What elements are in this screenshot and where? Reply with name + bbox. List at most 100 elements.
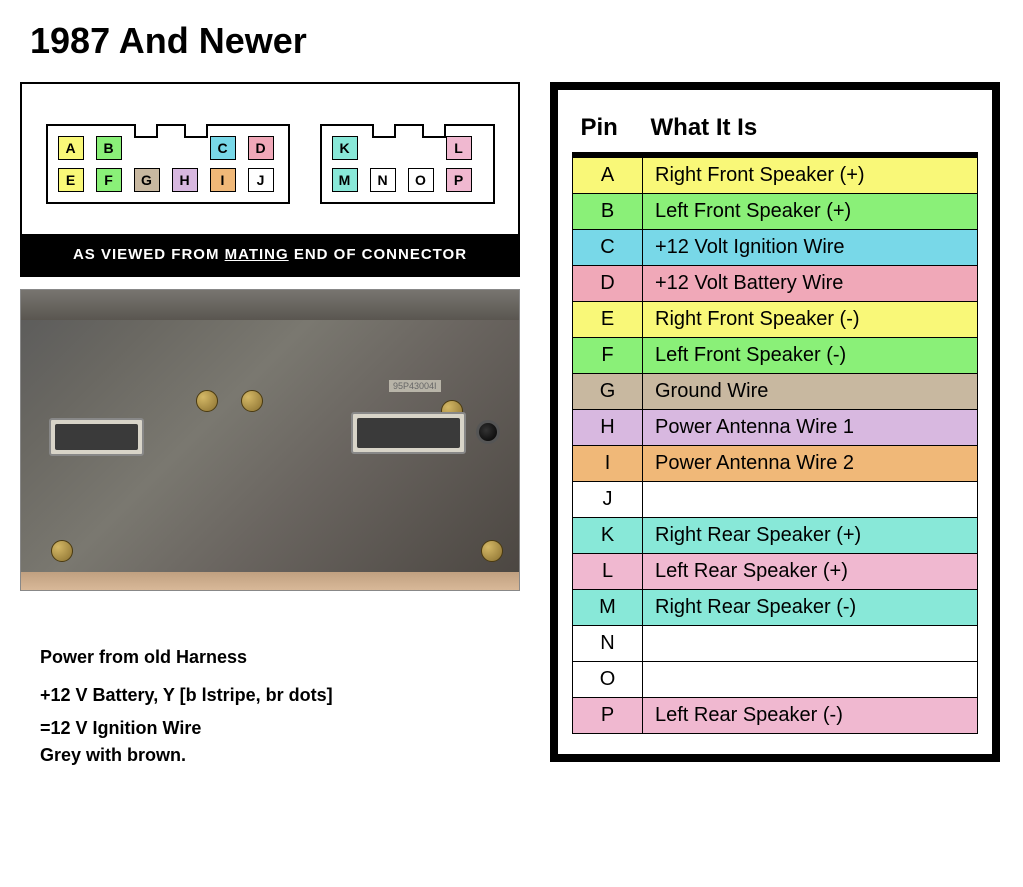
pin-cell-letter: K bbox=[573, 518, 643, 554]
pin-f: F bbox=[96, 168, 122, 192]
pin-cell-desc: Right Front Speaker (+) bbox=[643, 155, 978, 194]
caption-post: END OF CONNECTOR bbox=[289, 246, 467, 263]
pin-i: I bbox=[210, 168, 236, 192]
photo-screw bbox=[481, 540, 503, 562]
pin-j: J bbox=[248, 168, 274, 192]
table-row: C+12 Volt Ignition Wire bbox=[573, 230, 978, 266]
wiring-notes: Power from old Harness +12 V Battery, Y … bbox=[40, 641, 520, 767]
connector-2: KLMNOP bbox=[320, 124, 495, 204]
pin-o: O bbox=[408, 168, 434, 192]
pin-table: Pin What It Is ARight Front Speaker (+)B… bbox=[572, 110, 978, 734]
pin-h: H bbox=[172, 168, 198, 192]
pin-e: E bbox=[58, 168, 84, 192]
connector-notch bbox=[184, 124, 208, 138]
left-column: ABCDEFGHIJ KLMNOP AS VIEWED FROM MATING … bbox=[20, 82, 520, 773]
pin-cell-letter: M bbox=[573, 590, 643, 626]
pin-cell-desc bbox=[643, 482, 978, 518]
pin-cell-letter: O bbox=[573, 662, 643, 698]
main-layout: ABCDEFGHIJ KLMNOP AS VIEWED FROM MATING … bbox=[20, 82, 1003, 773]
pin-cell-desc: Power Antenna Wire 2 bbox=[643, 446, 978, 482]
connector-1-outline: AB CD EFGHIJ bbox=[46, 124, 290, 204]
pin-cell-letter: F bbox=[573, 338, 643, 374]
connector-1: AB CD EFGHIJ bbox=[46, 124, 290, 204]
connector-diagram-box: ABCDEFGHIJ KLMNOP AS VIEWED FROM MATING … bbox=[20, 82, 520, 277]
pin-cell-desc bbox=[643, 662, 978, 698]
pin-cell-desc: Left Rear Speaker (+) bbox=[643, 554, 978, 590]
pin-cell-letter: E bbox=[573, 302, 643, 338]
pin-cell-desc: Left Rear Speaker (-) bbox=[643, 698, 978, 734]
pin-cell-desc: Right Rear Speaker (-) bbox=[643, 590, 978, 626]
connector-notch bbox=[372, 124, 396, 138]
table-row: N bbox=[573, 626, 978, 662]
table-row: KRight Rear Speaker (+) bbox=[573, 518, 978, 554]
table-row: PLeft Rear Speaker (-) bbox=[573, 698, 978, 734]
photo-connector bbox=[351, 412, 466, 454]
pin-c: C bbox=[210, 136, 236, 160]
table-row: FLeft Front Speaker (-) bbox=[573, 338, 978, 374]
pin-cell-letter: A bbox=[573, 155, 643, 194]
connector-notch bbox=[134, 124, 158, 138]
pin-cell-desc: Power Antenna Wire 1 bbox=[643, 410, 978, 446]
connector-shapes: ABCDEFGHIJ KLMNOP bbox=[42, 124, 498, 204]
table-row: GGround Wire bbox=[573, 374, 978, 410]
pin-cell-desc: Ground Wire bbox=[643, 374, 978, 410]
pin-d: D bbox=[248, 136, 274, 160]
connector-caption: AS VIEWED FROM MATING END OF CONNECTOR bbox=[22, 234, 518, 275]
table-row: ERight Front Speaker (-) bbox=[573, 302, 978, 338]
pin-cell-desc: Left Front Speaker (+) bbox=[643, 194, 978, 230]
pin-cell-letter: P bbox=[573, 698, 643, 734]
pin-a: A bbox=[58, 136, 84, 160]
pin-b: B bbox=[96, 136, 122, 160]
photo-bottom-edge bbox=[21, 572, 519, 590]
note-line-1: Power from old Harness bbox=[40, 641, 520, 673]
pin-table-header-pin: Pin bbox=[573, 110, 643, 155]
page-title: 1987 And Newer bbox=[30, 20, 1003, 62]
photo-screw bbox=[196, 390, 218, 412]
radio-photo: 95P43004I bbox=[20, 289, 520, 591]
table-row: J bbox=[573, 482, 978, 518]
pin-cell-letter: G bbox=[573, 374, 643, 410]
caption-pre: AS VIEWED FROM bbox=[73, 246, 225, 263]
table-row: MRight Rear Speaker (-) bbox=[573, 590, 978, 626]
table-row: IPower Antenna Wire 2 bbox=[573, 446, 978, 482]
pin-cell-letter: H bbox=[573, 410, 643, 446]
note-line-4: Grey with brown. bbox=[40, 745, 520, 767]
caption-mid: MATING bbox=[225, 246, 289, 263]
note-line-2: +12 V Battery, Y [b lstripe, br dots] bbox=[40, 679, 520, 711]
pin-p: P bbox=[446, 168, 472, 192]
photo-connector bbox=[49, 418, 144, 456]
photo-screw bbox=[241, 390, 263, 412]
note-line-3: =12 V Ignition Wire bbox=[40, 718, 520, 740]
pin-cell-letter: B bbox=[573, 194, 643, 230]
table-row: HPower Antenna Wire 1 bbox=[573, 410, 978, 446]
photo-top-edge bbox=[21, 290, 519, 320]
photo-connector-slot bbox=[357, 418, 460, 448]
table-row: O bbox=[573, 662, 978, 698]
photo-part-label: 95P43004I bbox=[389, 380, 441, 392]
pin-table-box: Pin What It Is ARight Front Speaker (+)B… bbox=[550, 82, 1000, 762]
pin-cell-letter: C bbox=[573, 230, 643, 266]
pin-cell-letter: D bbox=[573, 266, 643, 302]
pin-cell-letter: J bbox=[573, 482, 643, 518]
pin-cell-desc: +12 Volt Ignition Wire bbox=[643, 230, 978, 266]
connector-notch bbox=[422, 124, 446, 138]
pin-n: N bbox=[370, 168, 396, 192]
pin-cell-desc: +12 Volt Battery Wire bbox=[643, 266, 978, 302]
pin-table-header-desc: What It Is bbox=[643, 110, 978, 155]
photo-screw bbox=[51, 540, 73, 562]
connector-2-outline: KLMNOP bbox=[320, 124, 495, 204]
pin-cell-letter: N bbox=[573, 626, 643, 662]
pin-l: L bbox=[446, 136, 472, 160]
pin-cell-desc: Left Front Speaker (-) bbox=[643, 338, 978, 374]
pin-cell-letter: L bbox=[573, 554, 643, 590]
table-row: LLeft Rear Speaker (+) bbox=[573, 554, 978, 590]
pin-k: K bbox=[332, 136, 358, 160]
pin-cell-letter: I bbox=[573, 446, 643, 482]
table-row: BLeft Front Speaker (+) bbox=[573, 194, 978, 230]
photo-connector-slot bbox=[55, 424, 138, 450]
pin-g: G bbox=[134, 168, 160, 192]
pin-cell-desc: Right Front Speaker (-) bbox=[643, 302, 978, 338]
pin-cell-desc: Right Rear Speaker (+) bbox=[643, 518, 978, 554]
table-row: ARight Front Speaker (+) bbox=[573, 155, 978, 194]
pin-cell-desc bbox=[643, 626, 978, 662]
